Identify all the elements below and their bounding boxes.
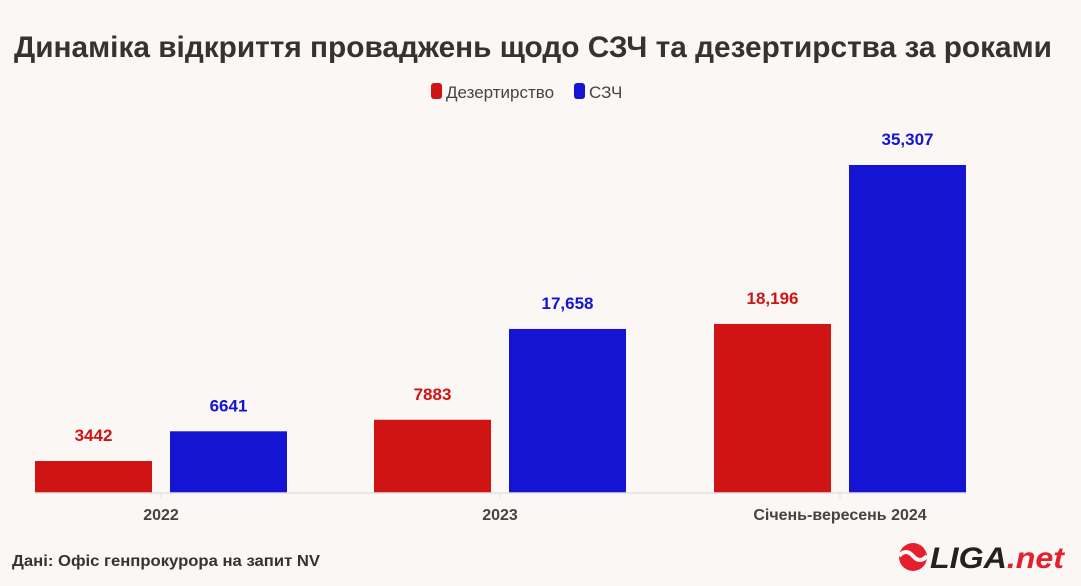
data-label: 35,307 — [882, 130, 934, 149]
legend-item[interactable]: СЗЧ — [589, 83, 622, 102]
data-label: 3442 — [75, 426, 113, 445]
source-note: Дані: Офіс генпрокурора на запит NV — [12, 553, 320, 570]
x-tick-label: Січень-вересень 2024 — [753, 507, 926, 524]
legend-item[interactable]: Дезертирство — [446, 83, 554, 102]
bar-desertion-0 — [35, 461, 152, 493]
data-label: 6641 — [210, 396, 248, 415]
data-label: 17,658 — [542, 294, 594, 313]
data-label: 7883 — [414, 385, 452, 404]
bar-desertion-1 — [374, 419, 491, 493]
logo-suffix: .net — [1007, 542, 1066, 575]
bar-szch-0 — [170, 431, 287, 493]
x-axis: 2022 2023 Січень-вересень 2024 — [143, 493, 927, 524]
liga-logo: LIGA .net — [897, 542, 1066, 575]
bar-desertion-2 — [714, 323, 831, 493]
liga-logo-icon — [897, 543, 929, 571]
chart-title: Динаміка відкриття проваджень щодо СЗЧ т… — [14, 31, 1052, 64]
x-tick-label: 2022 — [143, 507, 179, 524]
x-tick-label: 2023 — [482, 507, 518, 524]
legend-swatch — [431, 83, 442, 99]
legend-swatch — [574, 83, 585, 99]
logo-main: LIGA — [930, 542, 1007, 575]
svg-text:LIGA.net: LIGA .net — [930, 542, 1066, 575]
legend: Дезертирство СЗЧ — [431, 83, 622, 102]
bar-szch-1 — [509, 328, 626, 493]
data-label: 18,196 — [747, 289, 799, 308]
bar-szch-2 — [849, 165, 966, 493]
bars: 3442 7883 18,196 6641 17,658 35,307 — [35, 130, 966, 493]
